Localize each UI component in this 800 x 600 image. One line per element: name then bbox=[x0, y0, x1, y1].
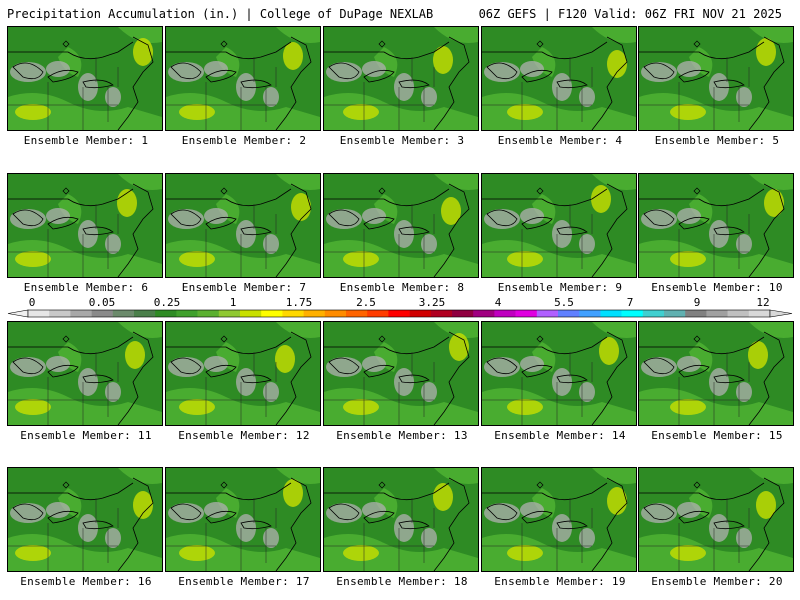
colorbar-segment bbox=[261, 310, 283, 317]
colorbar-segment bbox=[600, 310, 622, 317]
ensemble-member-map bbox=[638, 321, 794, 426]
colorbar-segment bbox=[452, 310, 474, 317]
ensemble-member-map bbox=[323, 321, 479, 426]
ensemble-member-map bbox=[165, 321, 321, 426]
colorbar-segment bbox=[112, 310, 135, 317]
colorbar-segment bbox=[70, 310, 92, 317]
ensemble-member-label: Ensemble Member: 1 bbox=[23, 134, 149, 147]
ensemble-member-map bbox=[323, 26, 479, 131]
colorbar-segment bbox=[494, 310, 516, 317]
ensemble-member-label: Ensemble Member: 11 bbox=[20, 429, 152, 442]
colorbar-tick-label: 0 bbox=[28, 296, 36, 309]
colorbar-segment bbox=[430, 310, 453, 317]
colorbar-segment bbox=[727, 310, 750, 317]
ensemble-member-label: Ensemble Member: 2 bbox=[181, 134, 307, 147]
colorbar-segment bbox=[303, 310, 326, 317]
ensemble-member-label: Ensemble Member: 9 bbox=[497, 281, 623, 294]
colorbar-tick-label: 3.25 bbox=[418, 296, 446, 309]
colorbar-segment bbox=[685, 310, 707, 317]
map-header: Precipitation Accumulation (in.) | Colle… bbox=[0, 0, 800, 26]
ensemble-member-label: Ensemble Member: 15 bbox=[651, 429, 783, 442]
colorbar-segment bbox=[706, 310, 728, 317]
colorbar-segment bbox=[134, 310, 156, 317]
ensemble-member-label: Ensemble Member: 7 bbox=[181, 281, 307, 294]
ensemble-member-label: Ensemble Member: 5 bbox=[654, 134, 780, 147]
ensemble-member-label: Ensemble Member: 12 bbox=[178, 429, 310, 442]
colorbar-segment bbox=[515, 310, 538, 317]
colorbar-segment bbox=[579, 310, 601, 317]
colorbar-segment bbox=[155, 310, 177, 317]
ensemble-member-map bbox=[7, 173, 163, 278]
ensemble-member-map bbox=[481, 321, 637, 426]
ensemble-member-label: Ensemble Member: 20 bbox=[651, 575, 783, 588]
colorbar-tick-label: 4 bbox=[494, 296, 502, 309]
ensemble-member-map bbox=[481, 173, 637, 278]
ensemble-member-label: Ensemble Member: 8 bbox=[339, 281, 465, 294]
colorbar-segment bbox=[748, 310, 771, 317]
ensemble-member-map bbox=[165, 26, 321, 131]
colorbar-tick-label: 0.05 bbox=[88, 296, 116, 309]
ensemble-member-label: Ensemble Member: 6 bbox=[23, 281, 149, 294]
ensemble-member-map bbox=[638, 173, 794, 278]
ensemble-member-label: Ensemble Member: 13 bbox=[336, 429, 468, 442]
ensemble-member-map bbox=[165, 467, 321, 572]
colorbar-segment bbox=[621, 310, 644, 317]
ensemble-member-map bbox=[638, 26, 794, 131]
ensemble-member-label: Ensemble Member: 17 bbox=[178, 575, 310, 588]
ensemble-member-label: Ensemble Member: 3 bbox=[339, 134, 465, 147]
colorbar-tick-label: 9 bbox=[693, 296, 701, 309]
colorbar-segment bbox=[536, 310, 559, 317]
map-title: Precipitation Accumulation (in.) | Colle… bbox=[7, 7, 434, 21]
ensemble-member-map bbox=[481, 467, 637, 572]
ensemble-member-map bbox=[323, 467, 479, 572]
colorbar-tick-label: 7 bbox=[626, 296, 634, 309]
valid-time: 06Z GEFS | F120 Valid: 06Z FRI NOV 21 20… bbox=[478, 7, 782, 21]
ensemble-member-map bbox=[7, 467, 163, 572]
ensemble-member-label: Ensemble Member: 10 bbox=[651, 281, 783, 294]
colorbar-segment bbox=[473, 310, 495, 317]
colorbar-tick-label: 5.5 bbox=[554, 296, 574, 309]
ensemble-member-label: Ensemble Member: 18 bbox=[336, 575, 468, 588]
colorbar-segment bbox=[664, 310, 686, 317]
ensemble-member-label: Ensemble Member: 16 bbox=[20, 575, 152, 588]
colorbar-tick-label: 2.5 bbox=[356, 296, 376, 309]
colorbar-segment bbox=[409, 310, 432, 317]
colorbar-segment bbox=[642, 310, 665, 317]
colorbar-segment bbox=[176, 310, 198, 317]
colorbar-segment bbox=[28, 310, 50, 317]
colorbar-segment bbox=[197, 310, 220, 317]
ensemble-member-map bbox=[165, 173, 321, 278]
colorbar-tick-label: 12 bbox=[756, 296, 770, 309]
colorbar-tick-label: 0.25 bbox=[153, 296, 181, 309]
colorbar-segment bbox=[282, 310, 304, 317]
colorbar-segment bbox=[91, 310, 114, 317]
colorbar-segment bbox=[324, 310, 347, 317]
ensemble-member-label: Ensemble Member: 14 bbox=[494, 429, 626, 442]
ensemble-member-label: Ensemble Member: 19 bbox=[494, 575, 626, 588]
colorbar-segment bbox=[218, 310, 241, 317]
colorbar-segment bbox=[240, 310, 262, 317]
colorbar-segment bbox=[49, 310, 71, 317]
colorbar-max-arrow bbox=[769, 309, 793, 318]
colorbar-scale bbox=[7, 309, 793, 318]
colorbar-segment bbox=[388, 310, 410, 317]
ensemble-member-map bbox=[323, 173, 479, 278]
ensemble-member-map bbox=[7, 321, 163, 426]
precip-colorbar: 0 0.05 0.25 1 1.75 2.5 3.25 4 5.5 7 9 12 bbox=[4, 296, 796, 322]
colorbar-tick-label: 1 bbox=[229, 296, 237, 309]
colorbar-min-arrow bbox=[7, 309, 29, 318]
ensemble-member-map bbox=[481, 26, 637, 131]
ensemble-member-map bbox=[638, 467, 794, 572]
colorbar-segment bbox=[367, 310, 389, 317]
ensemble-member-map bbox=[7, 26, 163, 131]
colorbar-segment bbox=[346, 310, 368, 317]
colorbar-segment bbox=[558, 310, 580, 317]
ensemble-member-label: Ensemble Member: 4 bbox=[497, 134, 623, 147]
colorbar-tick-label: 1.75 bbox=[285, 296, 313, 309]
